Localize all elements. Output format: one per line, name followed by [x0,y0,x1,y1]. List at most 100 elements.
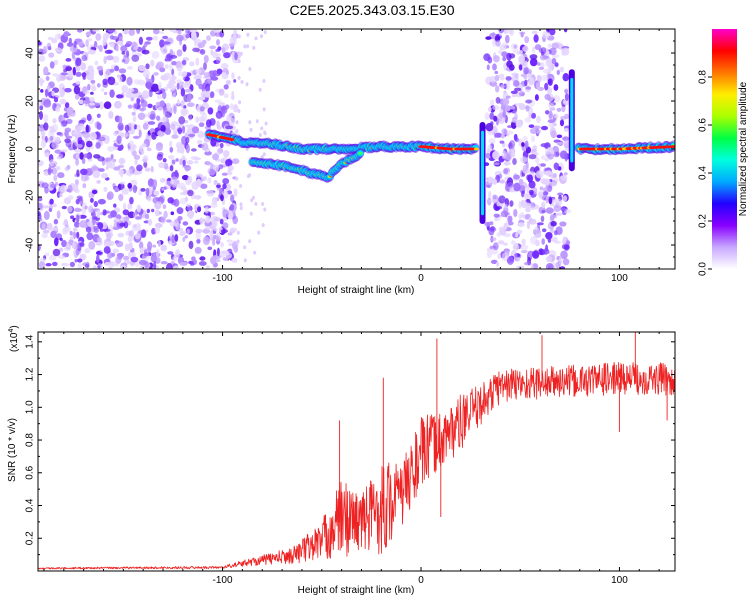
noise-speckle [205,83,211,93]
noise-speckle [498,29,505,34]
noise-speckle [49,136,54,141]
noise-speckle [513,174,520,180]
secondary-trace-core [357,151,363,155]
noise-speckle [486,184,491,188]
noise-speckle [39,111,43,120]
noise-speckle [43,66,49,75]
noise-speckle [255,119,259,124]
noise-speckle [38,260,46,269]
noise-speckle [504,105,511,112]
noise-speckle [157,130,165,137]
snr-ytick-label: 1.0 [25,400,36,414]
noise-speckle [539,54,548,61]
noise-speckle [52,248,61,257]
noise-speckle [536,82,541,90]
noise-speckle [136,97,141,105]
colorbar-tick-label: 0.8 [698,70,709,84]
noise-speckle [195,69,202,74]
noise-speckle [186,228,190,235]
noise-speckle [123,221,129,229]
noise-speckle [148,89,153,98]
noise-speckle [176,207,184,215]
noise-speckle [492,242,499,251]
noise-speckle [547,78,553,86]
noise-speckle [75,65,81,72]
noise-speckle [195,228,203,234]
noise-speckle [162,91,167,100]
noise-speckle [503,233,511,238]
noise-speckle [250,198,254,203]
noise-speckle [96,65,103,71]
noise-speckle [489,112,495,120]
noise-speckle [495,85,500,93]
noise-speckle [159,39,165,48]
noise-speckle [76,195,83,199]
noise-speckle [534,239,540,247]
noise-speckle [182,236,186,242]
noise-speckle [170,123,176,131]
noise-speckle [549,229,556,233]
noise-speckle [136,164,143,172]
noise-speckle [556,107,562,112]
noise-speckle [193,75,198,80]
noise-speckle [65,140,73,148]
noise-speckle [97,265,101,269]
noise-speckle [234,52,238,61]
noise-speckle [132,115,137,122]
noise-speckle [529,189,534,195]
noise-speckle [76,143,83,148]
noise-speckle [120,125,124,131]
noise-speckle [56,131,62,136]
noise-speckle [82,262,90,267]
noise-speckle [217,46,222,51]
noise-speckle [64,102,70,109]
noise-speckle [187,175,193,184]
noise-speckle [220,105,228,115]
noise-speckle [43,103,51,108]
noise-speckle [549,181,558,187]
noise-speckle [530,112,537,119]
noise-speckle [151,208,155,213]
noise-speckle [180,100,185,108]
noise-speckle [528,112,532,119]
noise-speckle [153,261,157,269]
noise-speckle [228,43,235,47]
noise-speckle [172,265,179,269]
snr-xtick-label: 100 [611,575,628,586]
noise-speckle [521,238,526,246]
noise-speckle [520,156,528,163]
noise-speckle [248,173,252,178]
noise-speckle [108,111,114,119]
noise-speckle [65,241,72,250]
noise-speckle [194,195,202,200]
noise-speckle [78,123,85,131]
noise-speckle [106,232,112,241]
noise-speckle [512,158,517,165]
noise-speckle [528,69,532,74]
noise-speckle [254,201,258,206]
noise-speckle [141,49,150,55]
noise-speckle [210,91,215,98]
noise-speckle [168,79,176,85]
noise-speckle [554,198,563,207]
noise-speckle [516,229,523,235]
noise-speckle [216,68,223,75]
noise-speckle [197,130,204,139]
noise-speckle [524,117,532,123]
noise-speckle [38,128,45,132]
noise-speckle [98,101,104,110]
noise-speckle [157,240,161,247]
noise-speckle [105,32,109,39]
noise-speckle [145,36,153,41]
noise-speckle [163,162,169,170]
noise-speckle [74,138,79,146]
noise-speckle [156,249,160,258]
noise-speckle [138,36,143,46]
noise-speckle [564,93,569,101]
noise-speckle [168,155,175,160]
noise-speckle [118,168,124,176]
noise-speckle [44,252,50,257]
noise-speckle [169,165,174,172]
noise-speckle [231,91,235,98]
noise-speckle [498,195,506,204]
